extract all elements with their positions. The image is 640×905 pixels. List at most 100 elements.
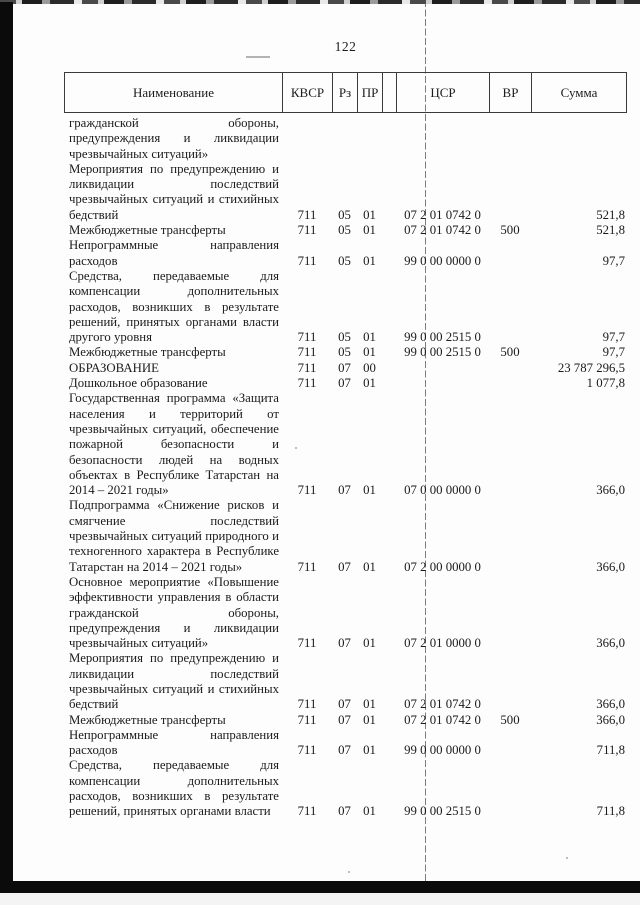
cell-kvsr: 711 <box>297 743 317 758</box>
table-row: Непрограммные направления расходов 711 0… <box>64 728 627 759</box>
cell-name: Мероприятия по предупреждению и ликвидац… <box>69 651 279 712</box>
cell-csr: 99 0 00 0000 0 <box>404 743 481 758</box>
cell-summa: 366,0 <box>596 712 625 727</box>
cell-gap <box>382 498 396 574</box>
scan-noise-dash <box>246 56 270 58</box>
table-row: Межбюджетные трансферты 711 05 01 99 0 0… <box>64 345 627 360</box>
cell-rz: 05 <box>338 223 351 238</box>
cell-summa: 711,8 <box>596 743 625 758</box>
cell-csr: 07 2 01 0742 0 <box>404 223 481 238</box>
cell-pr: 01 <box>363 804 376 819</box>
cell-csr: 99 0 00 2515 0 <box>404 330 481 345</box>
cell-pr: 00 <box>363 360 376 375</box>
cell-name: Государственная программа «Защита населе… <box>69 391 279 498</box>
cell-gap <box>382 223 396 238</box>
table-row: Мероприятия по предупреждению и ликвидац… <box>64 162 627 223</box>
cell-csr: 99 0 00 0000 0 <box>404 253 481 268</box>
table-header-row: Наименование КВСР Рз ПР ЦСР ВР Сумма <box>64 72 627 113</box>
cell-name: Средства, передаваемые для компенсации д… <box>69 268 279 345</box>
cell-name: Мероприятия по предупреждению и ликвидац… <box>69 161 279 222</box>
cell-kvsr: 711 <box>297 345 317 360</box>
header-kvsr: КВСР <box>282 73 332 112</box>
cell-kvsr: 711 <box>297 697 317 712</box>
cell-name: гражданской обороны, предупреждения и ли… <box>69 116 279 161</box>
cell-summa: 366,0 <box>596 697 625 712</box>
cell-summa: 23 787 296,5 <box>557 360 625 375</box>
scan-artifact-bottom-edge <box>0 881 640 893</box>
cell-kvsr: 711 <box>297 712 317 727</box>
cell-gap <box>382 758 396 819</box>
cell-rz: 05 <box>338 345 351 360</box>
cell-name: Межбюджетные трансферты <box>69 223 226 238</box>
header-vr: ВР <box>489 73 531 112</box>
table-row: Средства, передаваемые для компенсации д… <box>64 758 627 819</box>
cell-name: Средства, передаваемые для компенсации д… <box>69 758 279 819</box>
scan-speck <box>295 447 297 449</box>
cell-kvsr: 711 <box>297 636 317 651</box>
cell-rz: 07 <box>338 697 351 712</box>
cell-csr: 07 2 01 0742 0 <box>404 207 481 222</box>
cell-summa: 97,7 <box>602 345 625 360</box>
table-row: гражданской обороны, предупреждения и ли… <box>64 116 627 162</box>
cell-gap <box>382 728 396 759</box>
cell-gap <box>382 713 396 728</box>
cell-vr: 500 <box>500 345 520 360</box>
cell-kvsr: 711 <box>297 804 317 819</box>
budget-table: Наименование КВСР Рз ПР ЦСР ВР Сумма гра… <box>64 72 627 820</box>
scan-speck <box>566 857 568 859</box>
cell-gap <box>382 651 396 712</box>
cell-name: Основное мероприятие «Повышение эффектив… <box>69 574 279 651</box>
cell-rz: 07 <box>338 559 351 574</box>
cell-kvsr: 711 <box>297 223 317 238</box>
cell-kvsr: 711 <box>297 253 317 268</box>
cell-kvsr: 711 <box>297 207 317 222</box>
cell-summa: 366,0 <box>596 483 625 498</box>
cell-rz: 07 <box>338 743 351 758</box>
cell-kvsr: 711 <box>297 559 317 574</box>
header-name: Наименование <box>133 84 214 100</box>
cell-name: Непрограммные направления расходов <box>69 238 279 268</box>
page-fold-line <box>425 0 426 882</box>
cell-pr: 01 <box>363 330 376 345</box>
table-row: Основное мероприятие «Повышение эффектив… <box>64 575 627 651</box>
table-row: Межбюджетные трансферты 711 05 01 07 2 0… <box>64 223 627 238</box>
table-row: Государственная программа «Защита населе… <box>64 391 627 498</box>
scan-speck <box>348 871 350 873</box>
cell-pr: 01 <box>363 636 376 651</box>
cell-gap <box>382 116 396 162</box>
cell-rz: 07 <box>338 712 351 727</box>
header-pr: ПР <box>357 73 382 112</box>
cell-name: Подпрограмма «Снижение рисков и смягчени… <box>69 498 279 574</box>
cell-summa: 521,8 <box>596 207 625 222</box>
cell-summa: 366,0 <box>596 559 625 574</box>
cell-gap <box>382 269 396 345</box>
cell-pr: 01 <box>363 376 376 391</box>
header-summa: Сумма <box>531 73 626 112</box>
cell-summa: 97,7 <box>602 253 625 268</box>
cell-gap <box>382 376 396 391</box>
cell-summa: 521,8 <box>596 223 625 238</box>
cell-rz: 05 <box>338 253 351 268</box>
scan-margin-below <box>0 893 640 905</box>
cell-name: Межбюджетные трансферты <box>69 712 226 727</box>
cell-summa: 711,8 <box>596 804 625 819</box>
cell-rz: 05 <box>338 330 351 345</box>
cell-gap <box>382 575 396 651</box>
cell-pr: 01 <box>363 712 376 727</box>
cell-rz: 07 <box>338 636 351 651</box>
cell-csr: 07 0 00 0000 0 <box>404 483 481 498</box>
cell-vr: 500 <box>500 712 520 727</box>
cell-pr: 01 <box>363 223 376 238</box>
table-row: Средства, передаваемые для компенсации д… <box>64 269 627 345</box>
cell-csr: 07 2 01 0000 0 <box>404 636 481 651</box>
cell-csr: 07 2 01 0742 0 <box>404 712 481 727</box>
table-row: Межбюджетные трансферты 711 07 01 07 2 0… <box>64 713 627 728</box>
cell-kvsr: 711 <box>297 360 317 375</box>
cell-rz: 07 <box>338 804 351 819</box>
cell-pr: 01 <box>363 207 376 222</box>
cell-pr: 01 <box>363 559 376 574</box>
table-row: Подпрограмма «Снижение рисков и смягчени… <box>64 498 627 574</box>
cell-rz: 07 <box>338 360 351 375</box>
cell-kvsr: 711 <box>297 376 317 391</box>
